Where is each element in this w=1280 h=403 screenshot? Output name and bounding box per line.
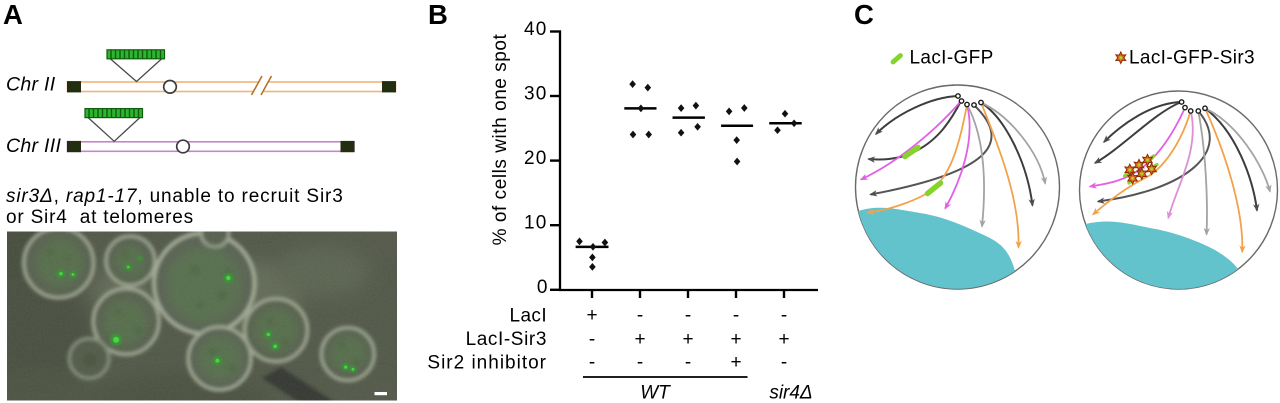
svg-text:+: + [682,329,693,350]
svg-text:+: + [634,329,645,350]
svg-text:+: + [730,352,741,373]
svg-text:LacI-GFP-Sir3: LacI-GFP-Sir3 [1129,48,1255,69]
svg-text:LacI: LacI [509,306,547,327]
svg-text:-: - [685,305,691,326]
svg-text:Chr III: Chr III [6,135,61,157]
svg-text:-: - [637,305,643,326]
svg-text:20: 20 [524,148,548,169]
svg-text:WT: WT [640,383,671,403]
svg-text:+: + [730,329,741,350]
svg-text:10: 10 [524,213,548,234]
svg-text:-: - [589,352,595,373]
svg-text:LacI-Sir3: LacI-Sir3 [466,329,547,350]
svg-text:-: - [781,352,787,373]
svg-text:+: + [778,329,789,350]
svg-text:-: - [637,352,643,373]
svg-text:40: 40 [524,19,548,40]
svg-text:% of cells with one spot: % of cells with one spot [490,33,511,245]
svg-text:-: - [781,305,787,326]
svg-text:LacI-GFP: LacI-GFP [910,48,994,69]
svg-text:sir3Δ, rap1-17, unable to recr: sir3Δ, rap1-17, unable to recruit Sir3 [6,186,344,207]
svg-text:or Sir4 at telomeres: or Sir4 at telomeres [6,207,194,228]
svg-text:-: - [685,352,691,373]
svg-text:B: B [428,0,448,30]
svg-text:0: 0 [537,277,548,298]
svg-text:Chr II: Chr II [6,74,56,96]
svg-text:-: - [589,329,595,350]
svg-text:A: A [3,0,23,30]
svg-text:C: C [854,0,874,30]
svg-text:sir4Δ: sir4Δ [769,383,812,403]
svg-text:-: - [733,305,739,326]
svg-text:+: + [586,305,597,326]
svg-text:30: 30 [524,84,548,105]
svg-text:Sir2 inhibitor: Sir2 inhibitor [427,353,547,374]
